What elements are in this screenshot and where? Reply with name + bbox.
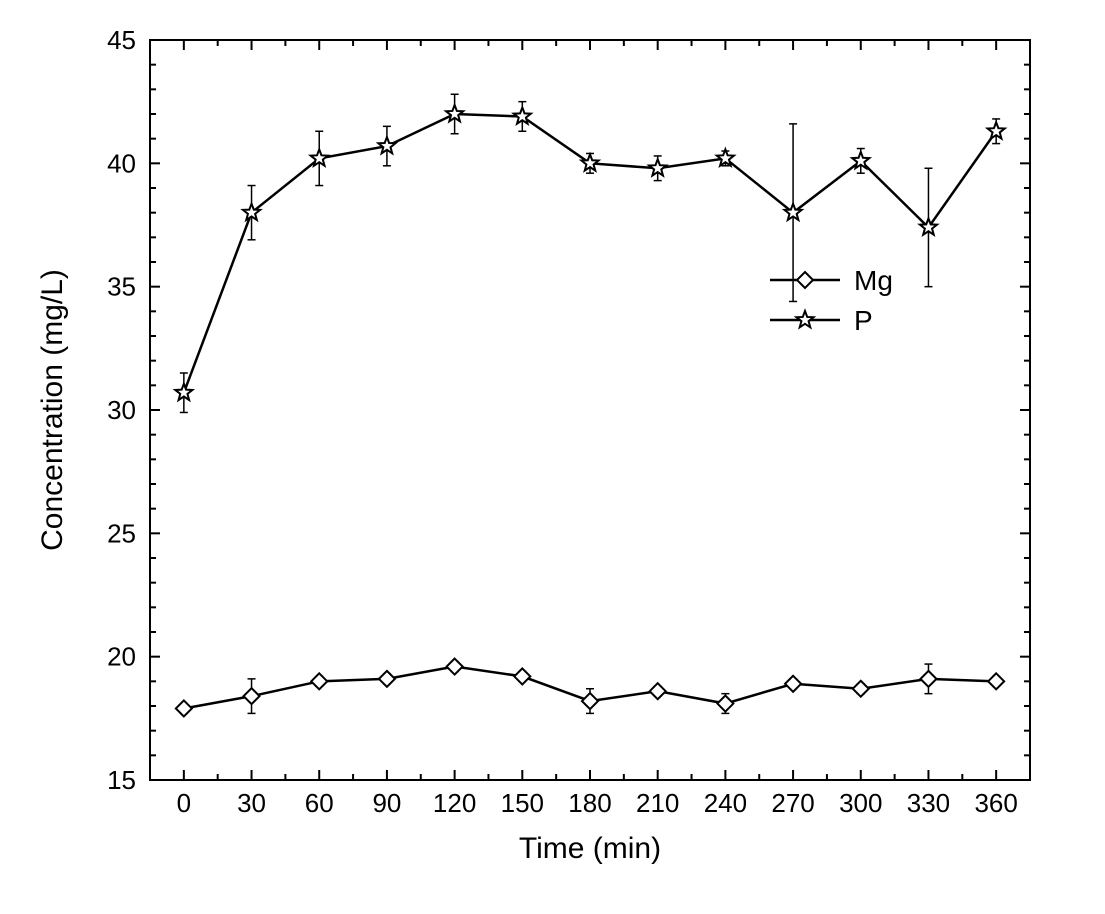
- y-tick-label: 40: [107, 148, 136, 178]
- y-tick-label: 35: [107, 272, 136, 302]
- x-tick-label: 240: [704, 788, 747, 818]
- x-axis-label: Time (min): [519, 832, 661, 865]
- x-tick-label: 300: [839, 788, 882, 818]
- x-tick-label: 120: [433, 788, 476, 818]
- x-tick-label: 360: [974, 788, 1017, 818]
- x-tick-label: 30: [237, 788, 266, 818]
- x-tick-label: 270: [771, 788, 814, 818]
- x-tick-label: 330: [907, 788, 950, 818]
- y-tick-label: 30: [107, 395, 136, 425]
- y-tick-label: 25: [107, 518, 136, 548]
- chart-container: 0 30 60 90 120 150 180 210 240 270 300 330 360 Time (…: [0, 0, 1105, 914]
- y-axis-label: Concentration (mg/L): [36, 269, 69, 551]
- y-tick-label: 15: [107, 765, 136, 795]
- concentration-time-chart: 0 30 60 90 120 150 180 210 240 270 300 330 360 Time (…: [0, 0, 1105, 914]
- x-tick-label: 180: [568, 788, 611, 818]
- y-tick-label: 20: [107, 642, 136, 672]
- x-tick-label: 210: [636, 788, 679, 818]
- x-tick-label: 150: [501, 788, 544, 818]
- x-tick-label: 60: [305, 788, 334, 818]
- x-tick-label: 90: [372, 788, 401, 818]
- y-tick-label: 45: [107, 25, 136, 55]
- x-tick-label: 0: [177, 788, 191, 818]
- legend-label: Mg: [854, 265, 893, 296]
- legend-label: P: [854, 305, 873, 336]
